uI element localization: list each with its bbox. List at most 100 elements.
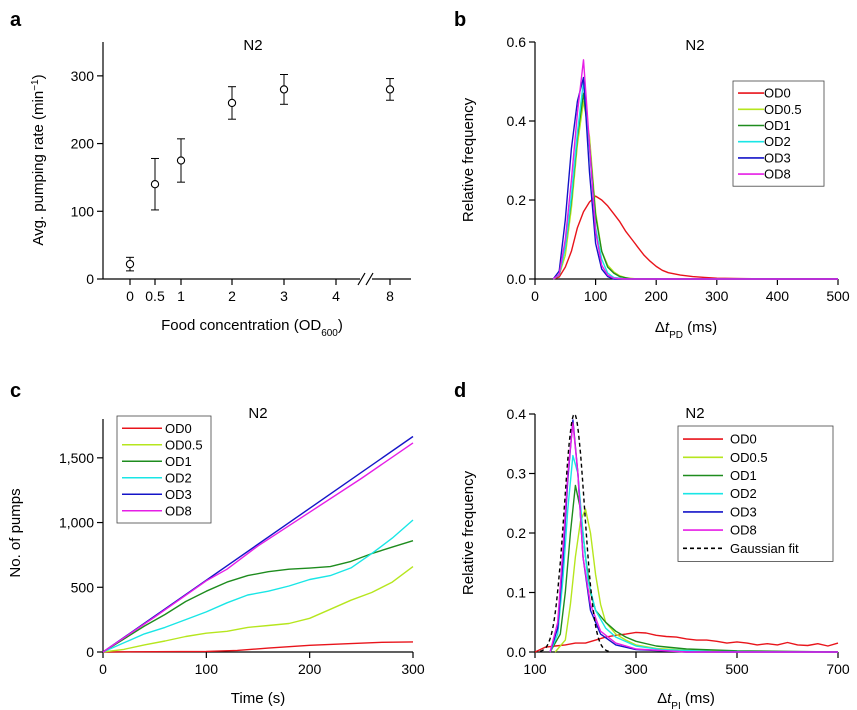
panel-a-title: N2	[243, 37, 262, 54]
panel-b-series-od3	[552, 76, 838, 280]
panel-d-y-tick-label: 0.2	[507, 525, 527, 541]
panel-d-y-tick-label: 0.1	[507, 585, 527, 601]
panel-c: c N2 No. of pumps Time (s) 0 500 1,000 1,50…	[7, 380, 425, 707]
panel-b-x-tick-label: 400	[766, 288, 790, 304]
panel-c-legend-label-od0-5: OD0.5	[165, 437, 203, 452]
panel-a-x-tick-label: 1	[177, 288, 185, 304]
panel-a-xlabel: Food concentration (OD600)	[161, 317, 343, 339]
panel-d-legend-label-od0-5: OD0.5	[730, 450, 768, 465]
panel-a-y-tick-label: 200	[71, 136, 95, 152]
panel-a-y-tick-label: 300	[71, 68, 95, 84]
panel-a-x-tick-label: 3	[280, 288, 288, 304]
panel-c-x-tick-label: 0	[99, 661, 107, 677]
panel-d-series-od0	[534, 631, 839, 653]
panel-a-point	[150, 180, 160, 189]
panel-d-x-tick-label: 500	[725, 661, 749, 677]
panel-a-point	[176, 156, 186, 165]
panel-b-x-tick-label: 300	[705, 288, 729, 304]
panel-a-x-tick-label: 0	[126, 288, 134, 304]
panel-b-series-od0	[552, 195, 838, 280]
panel-a-axes: 0 100 200 300 0 0.5 1 2 3 4 8	[71, 42, 411, 304]
panel-c-y-tick-label: 0	[86, 644, 94, 660]
panel-b-y-tick-label: 0.4	[507, 113, 527, 129]
panel-a-x-tick-label: 4	[332, 288, 340, 304]
panel-a-point	[385, 85, 395, 94]
panel-c-legend-box	[116, 415, 212, 524]
panel-d-legend-label-od3: OD3	[730, 504, 757, 519]
panel-a-y-tick-label: 100	[71, 203, 95, 219]
panel-a-letter: a	[10, 9, 22, 31]
panel-d-legend-label-od1: OD1	[730, 468, 757, 483]
panel-b-legend-label-od0-5: OD0.5	[764, 102, 802, 117]
panel-b-series-od8	[552, 59, 838, 280]
panel-d-series-od0-5	[554, 508, 839, 653]
panel-a-point	[227, 98, 237, 108]
panel-c-letter: c	[10, 380, 21, 402]
panel-c-series-od3	[102, 435, 414, 653]
panel-b-letter: b	[454, 9, 466, 31]
panel-b-legend-label-od3: OD3	[764, 150, 791, 165]
panel-d-y-tick-label: 0.3	[507, 466, 527, 482]
panel-d-y-tick-label: 0.4	[507, 406, 527, 422]
panel-b-x-tick-label: 500	[826, 288, 850, 304]
panel-d-series-gaussian-fit	[539, 413, 611, 653]
panel-c-axes: 0 500 1,000 1,500 0 100 200 300	[59, 419, 425, 677]
panel-c-marks	[102, 435, 414, 653]
panel-c-x-tick-label: 100	[195, 661, 219, 677]
panel-d-xlabel: ΔtPI (ms)	[657, 690, 715, 710]
panel-d: d N2 Relative frequency ΔtPI (ms) 0.0 0.1…	[454, 380, 850, 710]
panel-c-legend-label-od0: OD0	[165, 421, 192, 436]
panel-a-marks	[125, 74, 395, 272]
panel-c-legend-label-od2: OD2	[165, 470, 192, 485]
panel-b-y-tick-label: 0.0	[507, 271, 527, 287]
panel-b-title: N2	[685, 37, 704, 54]
panel-c-x-tick-label: 300	[401, 661, 425, 677]
panel-c-x-tick-label: 200	[298, 661, 322, 677]
panel-a-y-tick-label: 0	[86, 271, 94, 287]
panel-b-legend-label-od0: OD0	[764, 86, 791, 101]
panel-c-xlabel: Time (s)	[231, 690, 285, 707]
panel-d-legend: OD0 OD0.5 OD1 OD2 OD3 OD8 Gaussian fit	[677, 425, 834, 562]
panel-d-title: N2	[685, 405, 704, 422]
panel-b-legend-box	[732, 80, 825, 187]
panel-d-ylabel: Relative frequency	[460, 470, 477, 595]
panel-b: b N2 Relative frequency ΔtPD (ms) 0.0 0.2…	[454, 9, 850, 341]
panel-a-axis-break-mark	[365, 272, 374, 286]
panel-c-series-od1	[102, 540, 414, 653]
panel-b-y-tick-label: 0.2	[507, 192, 527, 208]
panel-a-axis-break-mark	[357, 272, 366, 286]
panel-d-y-tick-label: 0.0	[507, 644, 527, 660]
panel-d-legend-label-gaussian-fit: Gaussian fit	[730, 541, 799, 556]
panel-b-x-tick-label: 0	[531, 288, 539, 304]
panel-a-point	[125, 259, 135, 269]
panel-b-x-tick-label: 100	[584, 288, 608, 304]
panel-c-y-tick-label: 1,500	[59, 450, 94, 466]
panel-a-x-tick-label: 0.5	[145, 288, 165, 304]
panel-d-x-tick-label: 700	[826, 661, 850, 677]
panel-d-legend-label-od2: OD2	[730, 486, 757, 501]
panel-a-ylabel: Avg. pumping rate (min−1)	[30, 74, 48, 245]
panel-a-x-tick-label: 8	[386, 288, 394, 304]
panel-d-axes: 0.0 0.1 0.2 0.3 0.4 100 300 500 700	[507, 406, 850, 677]
panel-a-x-tick-label: 2	[228, 288, 236, 304]
panel-d-series-od8	[549, 422, 838, 653]
panel-d-legend-label-od0: OD0	[730, 432, 757, 447]
panel-c-legend-label-od1: OD1	[165, 454, 192, 469]
panel-b-marks	[552, 59, 838, 280]
panel-a-point	[279, 85, 289, 94]
panel-b-legend-label-od1: OD1	[764, 118, 791, 133]
panel-d-x-tick-label: 300	[624, 661, 648, 677]
panel-c-series-od8	[102, 442, 414, 653]
panel-a: a N2 Avg. pumping rate (min−1) Food conc…	[10, 9, 411, 339]
panel-d-letter: d	[454, 380, 466, 402]
panel-b-y-tick-label: 0.6	[507, 34, 527, 50]
panel-c-series-od0-5	[102, 566, 414, 653]
panel-b-legend-label-od2: OD2	[764, 134, 791, 149]
panel-b-legend-label-od8: OD8	[764, 167, 791, 182]
panel-c-y-tick-label: 500	[71, 579, 95, 595]
panel-d-series-od2	[549, 454, 839, 653]
panel-d-marks	[534, 413, 839, 653]
